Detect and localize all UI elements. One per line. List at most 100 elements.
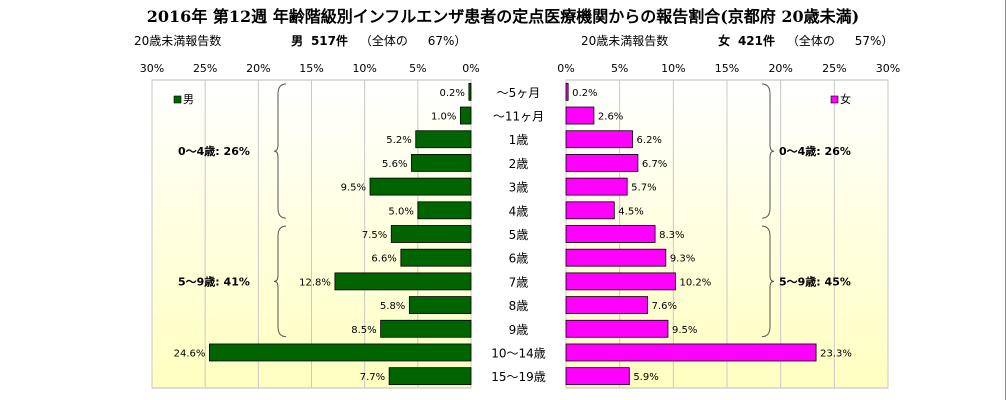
male-share-label: （全体の bbox=[359, 34, 408, 48]
male-value-label: 8.5% bbox=[351, 325, 376, 336]
female-value-label: 5.9% bbox=[633, 372, 658, 383]
age-category-label: 15～19歳 bbox=[491, 370, 546, 384]
male-legend-label: 男 bbox=[183, 93, 194, 106]
female-bar bbox=[565, 82, 569, 101]
age-category-label: 1歳 bbox=[509, 133, 529, 147]
female-bar bbox=[565, 248, 667, 267]
female-bar bbox=[565, 343, 817, 362]
male-group-bracket bbox=[273, 83, 287, 219]
male-bar bbox=[380, 319, 472, 338]
female-tick-label: 10% bbox=[661, 62, 685, 75]
female-group-label: 5～9歳: 45% bbox=[779, 274, 851, 288]
female-value-label: 6.2% bbox=[637, 135, 662, 146]
female-value-label: 7.6% bbox=[652, 301, 677, 312]
chart-title: 2016年 第12週 年齢階級別インフルエンザ患者の定点医療機関からの報告割合(… bbox=[146, 7, 860, 26]
age-category-label: 4歳 bbox=[509, 204, 529, 218]
male-legend-swatch bbox=[173, 95, 182, 104]
male-tick-label: 15% bbox=[299, 62, 323, 75]
male-value-label: 7.5% bbox=[362, 230, 387, 241]
female-bar bbox=[565, 296, 648, 314]
female-legend-swatch bbox=[830, 95, 839, 104]
male-tick-label: 25% bbox=[193, 62, 217, 75]
male-bar bbox=[369, 177, 472, 196]
male-value-label: 6.6% bbox=[371, 254, 396, 265]
female-share-value: 57%） bbox=[854, 34, 894, 48]
male-share-value: 67%） bbox=[427, 34, 467, 48]
male-value-label: 9.5% bbox=[341, 183, 366, 194]
female-bar bbox=[565, 106, 595, 125]
age-category-label: 2歳 bbox=[509, 157, 529, 171]
female-tick-label: 5% bbox=[611, 62, 628, 75]
female-bar bbox=[565, 177, 628, 196]
female-value-label: 5.7% bbox=[631, 183, 656, 194]
female-bar bbox=[565, 272, 676, 291]
female-bar bbox=[565, 319, 669, 338]
female-header: 20歳未満報告数 女 421件 （全体の 57%） bbox=[581, 32, 893, 49]
female-count: 421件 bbox=[737, 34, 776, 48]
female-bar bbox=[565, 225, 656, 243]
male-tick-label: 30% bbox=[140, 62, 164, 75]
age-category-label: 9歳 bbox=[509, 323, 529, 337]
male-group-label: 0～4歳: 26% bbox=[178, 144, 250, 158]
male-value-label: 7.7% bbox=[360, 372, 385, 383]
male-bar bbox=[388, 367, 472, 386]
male-group-bracket bbox=[273, 225, 287, 338]
male-group-label: 5～9歳: 41% bbox=[178, 274, 250, 288]
age-category-label: ～5ヶ月 bbox=[497, 86, 541, 100]
female-sex-label: 女 bbox=[718, 34, 731, 48]
age-category-label: 5歳 bbox=[509, 228, 529, 242]
male-tick-label: 5% bbox=[409, 62, 426, 75]
age-category-label: 7歳 bbox=[509, 275, 529, 289]
female-value-label: 23.3% bbox=[820, 348, 852, 359]
male-bar bbox=[408, 296, 472, 314]
female-group-bracket bbox=[761, 83, 775, 219]
male-bar bbox=[411, 154, 472, 172]
male-bar bbox=[400, 248, 472, 267]
male-total-label: 20歳未満報告数 bbox=[134, 34, 222, 48]
female-value-label: 10.2% bbox=[679, 277, 711, 288]
female-bar bbox=[565, 130, 633, 149]
male-bar bbox=[459, 106, 472, 125]
female-value-label: 0.2% bbox=[572, 88, 597, 99]
male-value-label: 12.8% bbox=[299, 277, 331, 288]
age-category-label: 3歳 bbox=[509, 181, 529, 195]
age-category-label: 8歳 bbox=[509, 299, 529, 313]
female-value-label: 8.3% bbox=[659, 230, 684, 241]
male-bar bbox=[468, 82, 472, 101]
male-value-label: 5.8% bbox=[380, 301, 405, 312]
female-value-label: 9.5% bbox=[672, 325, 697, 336]
female-value-label: 2.6% bbox=[598, 112, 623, 123]
male-value-label: 5.0% bbox=[388, 206, 413, 217]
female-group-bracket bbox=[761, 225, 775, 338]
female-bar bbox=[565, 154, 639, 172]
male-sex-label: 男 bbox=[291, 34, 304, 48]
female-group-label: 0～4歳: 26% bbox=[779, 144, 851, 158]
male-value-label: 5.2% bbox=[386, 135, 411, 146]
male-tick-label: 0% bbox=[462, 62, 479, 75]
female-share-label: （全体の bbox=[786, 34, 835, 48]
male-bar bbox=[417, 201, 472, 220]
male-tick-label: 10% bbox=[352, 62, 376, 75]
female-tick-label: 15% bbox=[715, 62, 739, 75]
female-tick-label: 0% bbox=[557, 62, 574, 75]
male-value-label: 1.0% bbox=[431, 112, 456, 123]
female-total-label: 20歳未満報告数 bbox=[581, 34, 669, 48]
age-category-label: 6歳 bbox=[509, 252, 529, 266]
female-legend-label: 女 bbox=[840, 92, 851, 106]
male-header: 20歳未満報告数 男 517件 （全体の 67%） bbox=[134, 32, 466, 49]
male-bar bbox=[415, 130, 472, 149]
female-tick-label: 20% bbox=[768, 62, 792, 75]
female-bar bbox=[565, 367, 630, 386]
male-count: 517件 bbox=[310, 34, 349, 48]
male-bar bbox=[334, 272, 472, 291]
male-value-label: 24.6% bbox=[174, 348, 206, 359]
female-value-label: 4.5% bbox=[618, 206, 643, 217]
male-bar bbox=[390, 225, 472, 243]
male-tick-label: 20% bbox=[246, 62, 270, 75]
female-value-label: 9.3% bbox=[670, 254, 695, 265]
female-tick-label: 25% bbox=[822, 62, 846, 75]
age-category-label: ～11ヶ月 bbox=[493, 110, 544, 124]
female-bar bbox=[565, 201, 615, 220]
female-value-label: 6.7% bbox=[642, 159, 667, 170]
